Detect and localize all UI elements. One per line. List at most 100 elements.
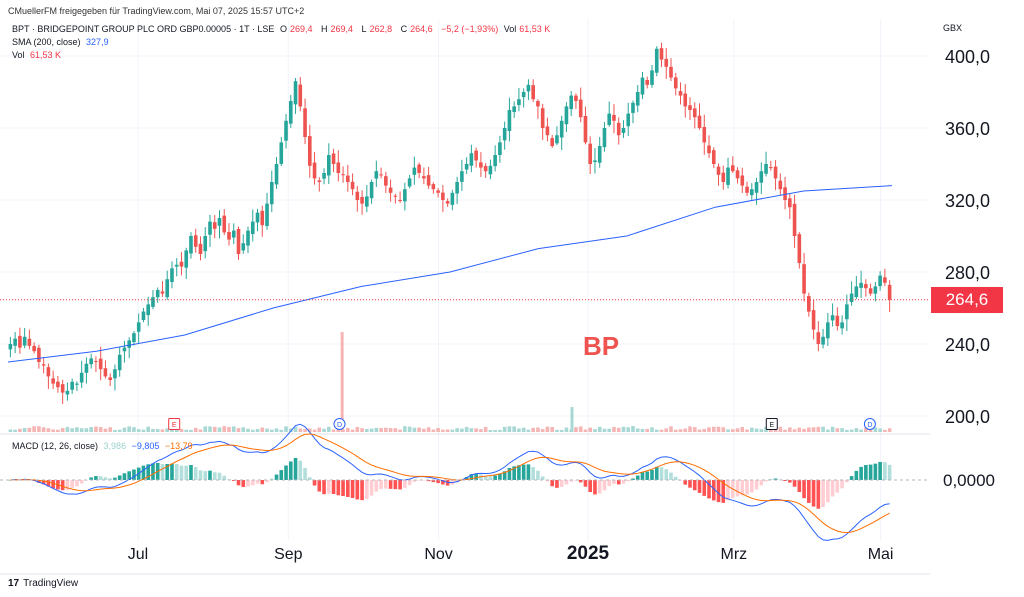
candle-body [13, 338, 17, 346]
volume-bar [474, 428, 478, 432]
candle-body [507, 110, 512, 131]
macd-hist-bar [683, 480, 688, 485]
macd-hist-bar [407, 480, 412, 486]
candle-body [312, 162, 317, 179]
volume-bar [217, 427, 222, 432]
volume-bar [469, 428, 474, 432]
ohlc-open: O 269,4 [280, 24, 316, 34]
currency-label[interactable]: GBX [943, 23, 963, 33]
candle-body [840, 322, 844, 329]
candle-body [659, 48, 664, 60]
volume-bar [132, 427, 136, 432]
macd-legend[interactable]: MACD (12, 26, close) 3,986 −9,805 −13,79 [12, 441, 196, 451]
macd-hist-bar [355, 480, 360, 500]
candle-body [669, 66, 673, 78]
volume-legend[interactable]: Vol 61,53 K [12, 50, 64, 60]
volume-bar [692, 427, 697, 432]
volume-bar [716, 426, 721, 432]
volume-bar [507, 426, 512, 432]
candle-body [607, 113, 612, 125]
time-tick-label: Mai [868, 546, 894, 563]
volume-bar [265, 428, 269, 432]
volume-bar [645, 428, 650, 432]
volume-bar [450, 429, 455, 432]
volume-bar [688, 426, 692, 432]
candle-body [103, 368, 108, 377]
macd-hist-bar [488, 476, 493, 480]
candle-body [887, 284, 892, 300]
close-label: C [400, 24, 408, 34]
candle-body [136, 322, 141, 332]
candle-body [70, 381, 74, 390]
macd-hist-bar [179, 465, 184, 480]
macd-hist-bar [740, 480, 745, 496]
candle-body [350, 181, 355, 190]
candle-body [217, 218, 222, 226]
macd-hist-bar [236, 480, 241, 486]
volume-bar [574, 427, 578, 432]
price-axis[interactable]: 400,0 360,0 320,0 280,0 240,0 200,0 0,0000 [943, 47, 995, 490]
candle-body [208, 221, 212, 235]
macd-hist-bar [436, 480, 440, 484]
volume-bar [887, 428, 892, 432]
volume-bar [388, 428, 393, 432]
candle-body [412, 167, 417, 175]
candle-body [778, 180, 783, 190]
volume-bar [89, 427, 93, 432]
volume-bar [835, 428, 840, 432]
candle-body [307, 136, 312, 166]
candle-body [612, 114, 616, 121]
volume-bar [117, 429, 122, 432]
macd-hist-bar [754, 480, 759, 490]
macd-hist-bar [293, 458, 298, 480]
macd-hist-bar [103, 477, 108, 480]
macd-hist-bar [697, 480, 702, 493]
volume-bar [626, 427, 631, 432]
time-axis[interactable]: Jul Sep Nov 2025 Mrz Mai [128, 543, 894, 564]
macd-hist-bar [108, 478, 112, 480]
candle-body [341, 174, 345, 176]
candle-body [550, 138, 554, 146]
candle-body [754, 182, 759, 193]
macd-hist-bar [873, 463, 878, 480]
macd-hist-bar [146, 464, 151, 480]
candle-body [250, 221, 255, 235]
tradingview-brand[interactable]: 17 TradingView [8, 578, 78, 589]
candle-body [479, 162, 483, 168]
macd-hist-bar [208, 470, 212, 480]
macd-hist-bar [379, 480, 383, 490]
macd-hist-bar [883, 462, 887, 480]
volume-bar [745, 429, 749, 432]
candle-body [797, 234, 802, 263]
macd-hist-bar [274, 474, 279, 480]
macd-hist-bar [327, 480, 331, 494]
candle-body [464, 164, 469, 170]
candle-body [769, 167, 773, 169]
volume-label: Vol [12, 50, 25, 60]
macd-hist-bar [113, 477, 117, 480]
candle-body [788, 198, 792, 208]
sma-legend[interactable]: SMA (200, close) 327,9 [12, 37, 112, 47]
macd-hist-bar [631, 478, 635, 480]
candle-body [469, 153, 474, 166]
volume-bar [227, 426, 231, 432]
volume-bar [588, 427, 593, 432]
volume-bar [635, 428, 640, 432]
volume-bar [811, 427, 816, 432]
volume-header: Vol 61,53 K [504, 24, 554, 34]
macd-hist-bar [555, 480, 559, 488]
macd-hist-bar [545, 480, 550, 482]
macd-hist-bar [165, 464, 170, 480]
macd-hist-bar [374, 480, 379, 492]
volume-bar [597, 426, 602, 432]
volume-bar [749, 427, 754, 432]
volume-bar [46, 428, 51, 432]
candle-body [859, 282, 863, 288]
macd-hist-bar [597, 480, 602, 494]
candle-body [46, 367, 51, 377]
candle-body [735, 170, 740, 179]
volume-bar [122, 427, 127, 432]
macd-hist-bar [864, 465, 868, 480]
macd-hist-bar [269, 478, 274, 480]
